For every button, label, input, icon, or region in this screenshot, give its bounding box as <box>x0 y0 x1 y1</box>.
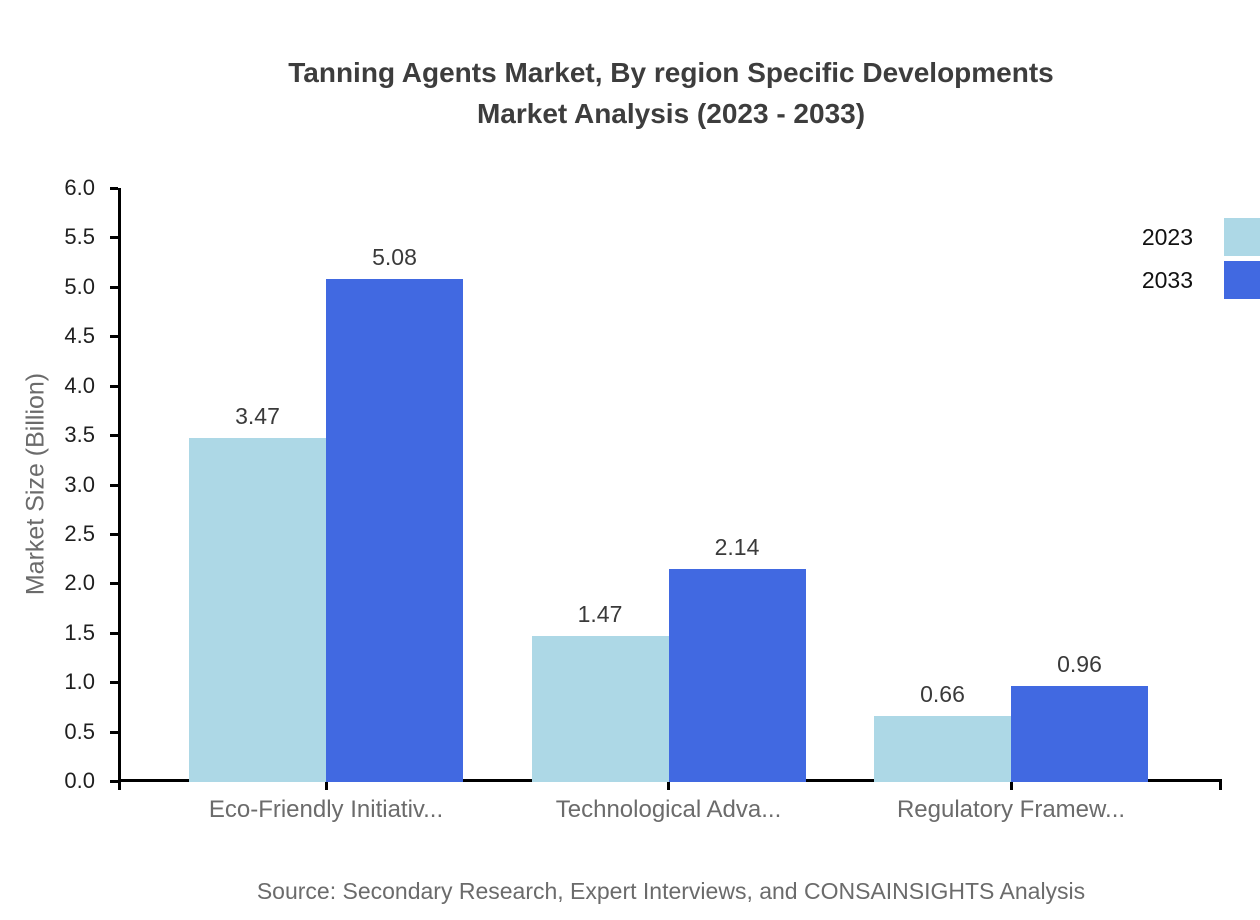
y-tick <box>110 285 118 289</box>
y-tick-label: 0.5 <box>64 718 95 744</box>
y-tick <box>110 335 118 339</box>
bar-value-label: 2.14 <box>714 534 760 561</box>
legend-swatch-2023-icon <box>1224 218 1260 256</box>
y-tick-label: 5.0 <box>64 273 95 299</box>
bar-value-label: 0.66 <box>920 680 965 707</box>
bar-2033-1 <box>326 278 463 782</box>
y-tick-label: 0.0 <box>64 768 95 793</box>
y-tick-label: 2.0 <box>64 570 95 596</box>
y-tick <box>110 532 118 536</box>
y-tick-label: 3.5 <box>64 422 95 448</box>
chart-title-line1: Tanning Agents Market, By region Specifi… <box>288 57 1054 88</box>
y-tick-label: 4.5 <box>64 323 95 349</box>
y-tick <box>110 434 118 438</box>
bar-2033-2 <box>668 569 806 782</box>
legend-swatch-2033-icon <box>1224 261 1260 299</box>
y-tick-label: 5.5 <box>64 224 95 250</box>
y-tick <box>110 780 118 783</box>
y-axis-line <box>118 188 121 784</box>
category-label: Technological Adva... <box>555 796 782 823</box>
y-tick-label: 6.0 <box>64 175 95 200</box>
legend-label-2033: 2033 <box>1141 266 1193 293</box>
bar-2033-3 <box>1011 686 1148 782</box>
x-tick <box>667 779 670 790</box>
y-tick-label: 4.0 <box>64 372 95 398</box>
chart-title: Tanning Agents Market, By region Specifi… <box>120 52 1222 134</box>
x-axis-end-tick <box>1219 781 1222 790</box>
y-tick-label: 1.5 <box>64 619 95 645</box>
x-tick <box>1009 779 1013 790</box>
bar-value-label: 0.96 <box>1057 651 1102 678</box>
y-tick-label: 2.5 <box>64 520 95 546</box>
chart-title-line2: Market Analysis (2023 - 2033) <box>476 98 866 129</box>
bar-2023-3 <box>874 715 1011 782</box>
bar-value-label: 1.47 <box>577 600 623 627</box>
y-tick <box>110 681 118 685</box>
legend-label-2023: 2023 <box>1141 223 1193 250</box>
y-tick <box>110 730 118 734</box>
bar-value-label: 5.08 <box>372 243 417 270</box>
y-tick-label: 3.0 <box>64 471 95 497</box>
x-axis-end-tick <box>118 781 121 790</box>
y-tick <box>110 582 118 586</box>
category-label: Eco-Friendly Initiativ... <box>208 796 444 823</box>
legend-item-2033: 2033 <box>1142 261 1260 299</box>
legend: 2023 2033 <box>1142 218 1260 304</box>
x-tick <box>324 779 328 790</box>
y-tick <box>110 384 118 388</box>
y-tick <box>110 631 118 635</box>
y-tick <box>110 236 118 240</box>
category-label: Regulatory Framew... <box>896 796 1126 823</box>
source-note: Source: Secondary Research, Expert Inter… <box>256 878 1086 904</box>
bar-2023-1 <box>189 438 326 782</box>
y-tick <box>110 187 118 190</box>
y-tick-label: 1.0 <box>64 669 95 695</box>
bar-value-label: 3.47 <box>235 403 280 430</box>
legend-item-2023: 2023 <box>1142 218 1260 256</box>
y-tick <box>110 483 118 487</box>
bar-2023-2 <box>531 635 669 782</box>
